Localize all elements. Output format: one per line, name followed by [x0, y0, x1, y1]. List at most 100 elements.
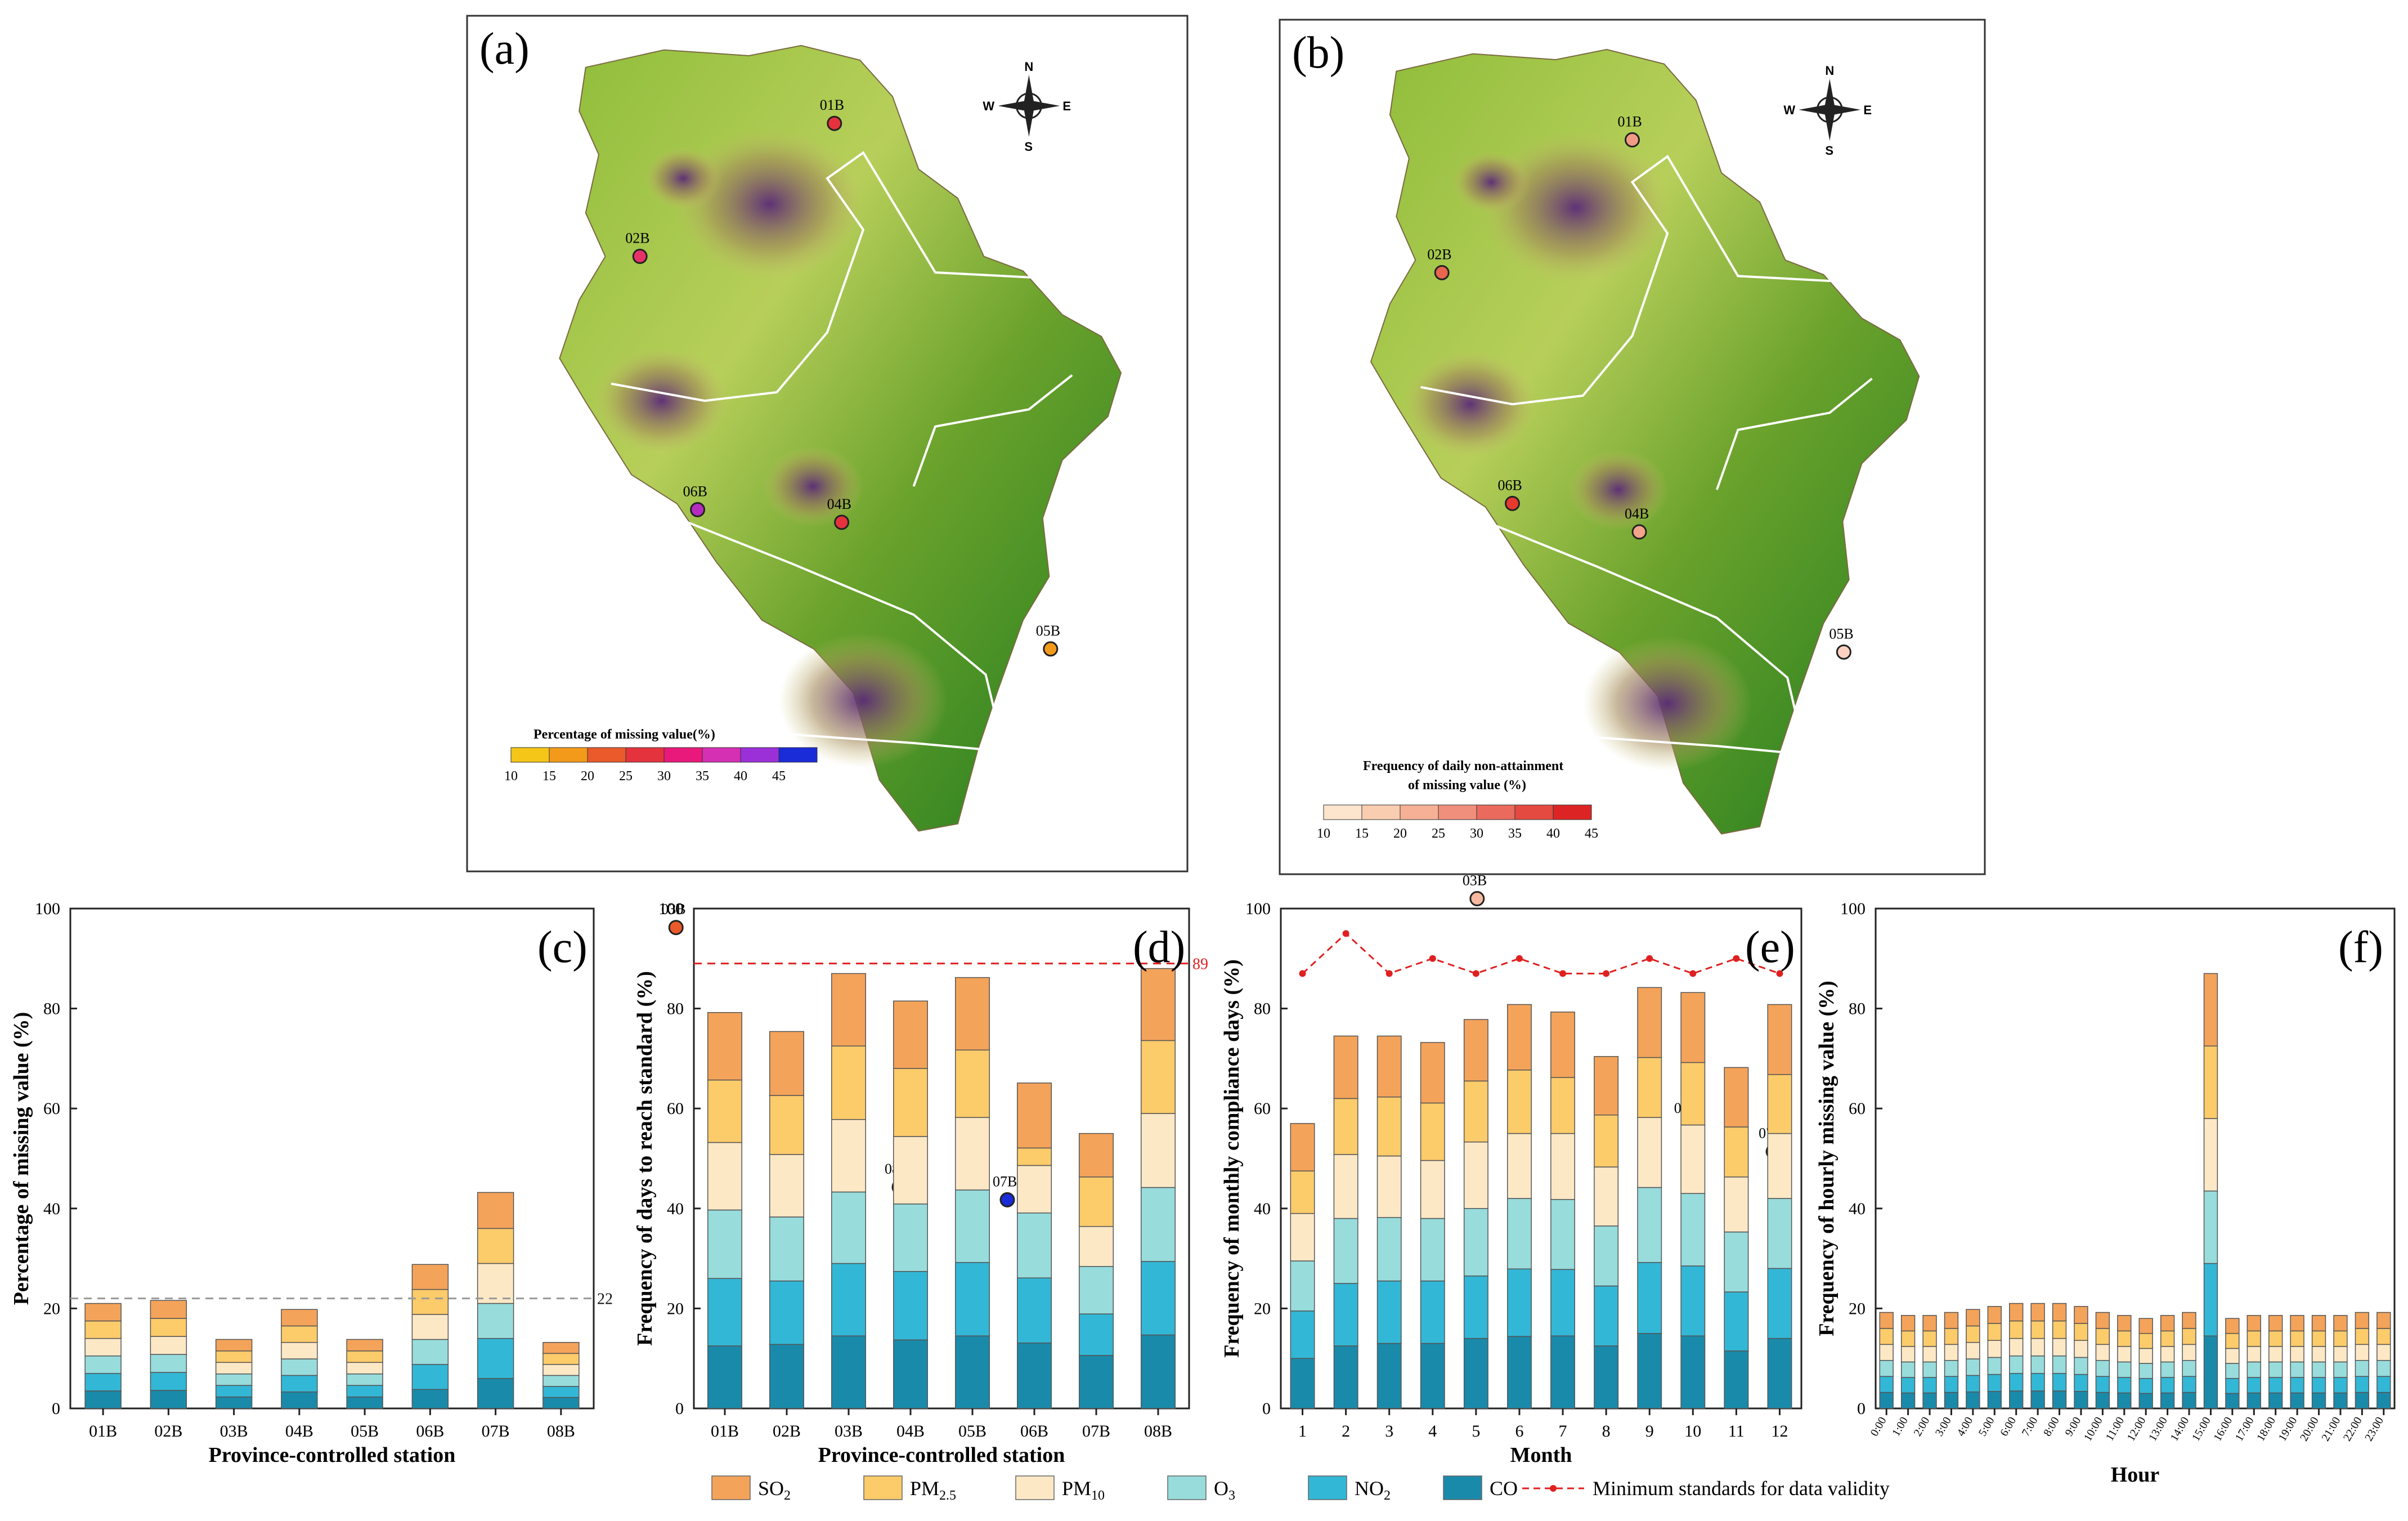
scale-tick: 15	[542, 769, 556, 784]
bar-segment-o3	[2030, 1356, 2045, 1374]
panel-letter: (d)	[1133, 923, 1185, 972]
y-tick-label: 60	[1254, 1099, 1271, 1118]
bar-segment-pm10	[2009, 1337, 2024, 1357]
bar-segment-o3	[2009, 1356, 2024, 1374]
bar-segment-pm10	[1724, 1176, 1749, 1233]
scale-tick: 25	[619, 769, 633, 784]
station-dot	[1625, 132, 1640, 147]
bar-segment-co	[1900, 1392, 1916, 1409]
legend-item-pm25: PM2.5	[863, 1475, 956, 1503]
bar-segment-co	[1290, 1358, 1315, 1409]
bar-segment-o3	[2376, 1360, 2391, 1377]
x-tick-label: 10	[1684, 1422, 1701, 1441]
bar-segment-no2	[1507, 1268, 1532, 1337]
bar-segment-pm10	[2290, 1346, 2304, 1363]
bar-segment-co	[2355, 1392, 2370, 1409]
bar-segment-no2	[1376, 1280, 1402, 1344]
scale-swatch	[1514, 804, 1554, 820]
legend-line-marker	[1550, 1485, 1557, 1492]
bar-segment-co	[542, 1397, 580, 1409]
bar-segment-pm25	[215, 1350, 253, 1363]
bar-segment-o3	[1767, 1198, 1792, 1269]
scale-tick: 10	[504, 769, 518, 784]
bar-segment-pm10	[1966, 1342, 1980, 1359]
bar-segment-o3	[411, 1339, 449, 1365]
bar-segment-pm10	[2311, 1346, 2326, 1363]
legend: SO2 PM2.5 PM10 O3 NO2 CO Minimum standards for…	[711, 1475, 1890, 1503]
y-tick-label: 60	[1849, 1099, 1866, 1118]
compass-east-label: E	[1062, 99, 1071, 113]
bar-segment-pm10	[215, 1362, 253, 1375]
bar-segment-so2	[2203, 973, 2218, 1046]
bar-segment-o3	[1944, 1360, 1959, 1377]
x-tick-label: 22:00	[2341, 1415, 2365, 1443]
bar-segment-no2	[346, 1385, 383, 1398]
standard-line-point	[1472, 970, 1479, 977]
bar-segment-pm25	[707, 1079, 742, 1143]
bar-segment-pm25	[1376, 1097, 1402, 1157]
compass-needle-ew	[998, 100, 1060, 111]
bar-segment-o3	[2074, 1357, 2088, 1375]
bar-segment-no2	[215, 1385, 253, 1398]
station-marker: 06B	[1497, 477, 1522, 511]
bar-segment-o3	[542, 1375, 580, 1387]
compass-east-label: E	[1863, 103, 1872, 117]
x-tick-label: 7	[1559, 1422, 1567, 1441]
bar-segment-pm25	[1879, 1328, 1894, 1345]
standard-line-point	[1646, 955, 1653, 962]
bar-segment-pm25	[1550, 1077, 1575, 1134]
bar-segment-no2	[2333, 1377, 2348, 1394]
bar-segment-so2	[1879, 1312, 1894, 1329]
x-tick-label: 18:00	[2254, 1415, 2278, 1443]
bar-segment-pm10	[2333, 1346, 2348, 1363]
bar-segment-pm10	[2030, 1337, 2045, 1357]
bar-segment-so2	[1333, 1035, 1358, 1099]
x-tick-label: 6	[1515, 1422, 1523, 1441]
standard-line-point	[1515, 955, 1523, 962]
y-tick-label: 0	[675, 1399, 684, 1418]
plot-frame	[693, 907, 1190, 1410]
bar-segment-no2	[1420, 1280, 1445, 1344]
scale-swatch	[1553, 804, 1592, 820]
bar-segment-pm10	[1017, 1165, 1052, 1214]
station-label: 02B	[1427, 246, 1451, 262]
bar-segment-co	[2095, 1392, 2110, 1409]
bar-segment-so2	[2009, 1303, 2024, 1322]
bar-segment-pm25	[1594, 1114, 1619, 1167]
scale-tick: 15	[1355, 826, 1369, 841]
bar-segment-co	[2182, 1392, 2196, 1409]
scale-swatch	[625, 747, 665, 763]
scale-swatch	[1438, 804, 1477, 820]
standard-line	[1302, 932, 1780, 975]
bar-segment-pm10	[1079, 1226, 1114, 1267]
bar-segment-o3	[1966, 1358, 1980, 1376]
bar-segment-pm10	[150, 1336, 187, 1355]
station-marker: 03B	[1463, 872, 1487, 906]
x-tick-label: 07B	[482, 1422, 510, 1441]
bar-segment-pm10	[1987, 1340, 2002, 1358]
bar-segment-co	[346, 1396, 383, 1409]
bar-segment-no2	[2052, 1373, 2067, 1392]
bar-segment-pm25	[2117, 1330, 2132, 1347]
station-dot	[1469, 891, 1485, 906]
bar-segment-o3	[1879, 1360, 1894, 1377]
bar-segment-no2	[2160, 1377, 2175, 1394]
bar-segment-o3	[2117, 1361, 2132, 1378]
x-tick-label: 3:00	[1933, 1415, 1954, 1439]
bar-segment-o3	[1376, 1217, 1402, 1282]
x-tick-label: 01B	[711, 1422, 739, 1441]
station-dot	[690, 502, 706, 517]
bar-segment-pm10	[1944, 1344, 1959, 1361]
bar-segment-pm10	[2117, 1346, 2132, 1363]
mountain-region	[762, 446, 864, 527]
compass-south-label: S	[1024, 140, 1033, 154]
boundary-line	[912, 374, 1073, 487]
bar-segment-co	[1724, 1350, 1749, 1409]
scale-title: Frequency of daily non-attainment	[1363, 759, 1563, 773]
scale-swatch	[549, 747, 588, 763]
bar-segment-so2	[2095, 1312, 2110, 1329]
bar-segment-so2	[281, 1309, 318, 1327]
scale-swatch	[587, 747, 626, 763]
legend-label: PM10	[1062, 1477, 1105, 1503]
bar-segment-o3	[2311, 1361, 2326, 1378]
